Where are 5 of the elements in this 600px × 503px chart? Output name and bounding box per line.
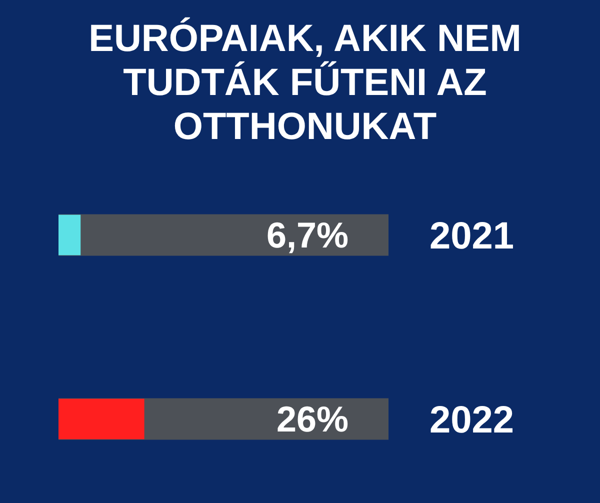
chart-title: EURÓPAIAK, AKIK NEM TUDTÁK FŰTENI AZ OTTHONUKAT (88, 17, 522, 149)
data-label: 26% (276, 398, 349, 440)
y-tick-label: 2021 (430, 215, 514, 258)
y-tick-label: 2022 (430, 400, 514, 442)
data-label: 6,7% (266, 214, 349, 256)
